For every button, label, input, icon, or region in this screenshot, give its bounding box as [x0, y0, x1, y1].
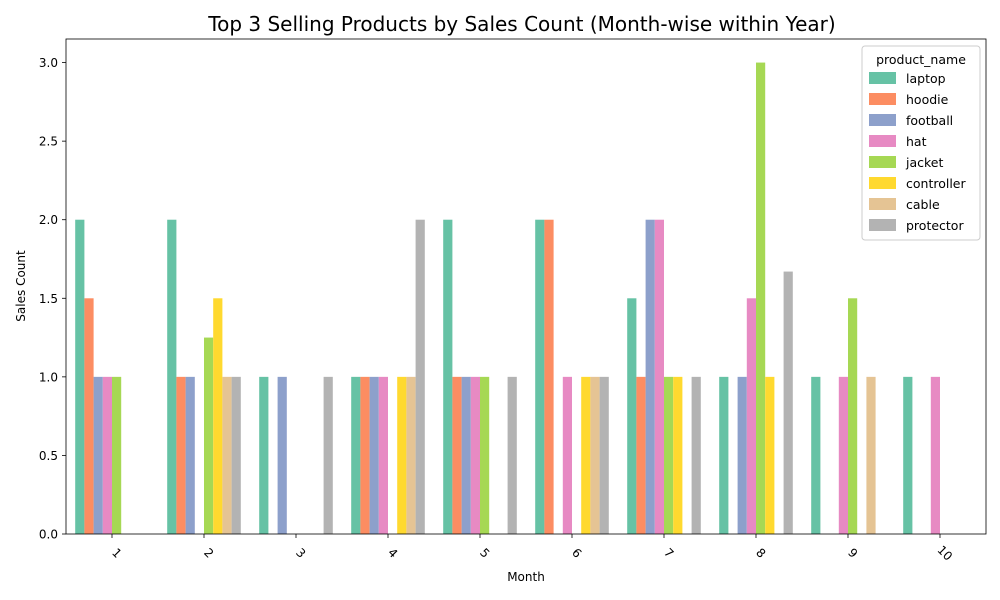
x-tick-label: 10	[934, 543, 955, 564]
x-tick-label: 8	[753, 546, 768, 561]
legend-swatch-controller	[869, 177, 896, 189]
bar-controller-month-7	[673, 376, 683, 534]
x-tick-label: 4	[385, 546, 400, 561]
bar-jacket-month-2	[204, 337, 214, 534]
plot-area: 0.0 0.5 1.0 1.5 2.0 2.5 3.0 1 2 3 4 5 6 7 8 9 10	[39, 38, 987, 564]
bar-controller-month-4	[397, 376, 407, 534]
legend-swatch-hoodie	[869, 93, 896, 105]
bar-jacket-month-5	[480, 376, 490, 534]
bar-football-month-1	[93, 376, 103, 534]
x-tick-label: 1	[109, 546, 124, 561]
legend-label-cable: cable	[906, 197, 940, 212]
legend-swatch-jacket	[869, 156, 896, 168]
bar-laptop-month-8	[719, 376, 729, 534]
bar-football-month-4	[369, 376, 379, 534]
bar-protector-month-7	[691, 376, 701, 534]
bar-football-month-5	[461, 376, 471, 534]
x-tick-label: 3	[293, 546, 308, 561]
bar-protector-month-8	[783, 271, 793, 534]
bar-laptop-month-3	[259, 376, 269, 534]
legend-label-laptop: laptop	[906, 71, 946, 86]
bar-hoodie-month-2	[176, 376, 186, 534]
bar-hat-month-4	[378, 376, 388, 534]
legend-label-protector: protector	[906, 218, 964, 233]
y-tick-label: 3.0	[39, 56, 58, 70]
x-tick-label: 9	[845, 546, 860, 561]
y-tick-label: 1.0	[39, 370, 58, 384]
bar-hat-month-9	[838, 376, 848, 534]
chart-title: Top 3 Selling Products by Sales Count (M…	[207, 12, 835, 36]
bar-protector-month-5	[507, 376, 517, 534]
bar-laptop-month-5	[443, 219, 453, 534]
legend-label-jacket: jacket	[905, 155, 943, 170]
legend-label-controller: controller	[906, 176, 966, 191]
bar-protector-month-6	[599, 376, 609, 534]
legend-items: laptop hoodie football hat jacket controller c…	[869, 71, 966, 233]
bar-laptop-month-4	[351, 376, 361, 534]
bar-jacket-month-8	[756, 62, 766, 534]
bar-hat-month-8	[746, 298, 756, 534]
bar-laptop-month-10	[903, 376, 913, 534]
y-axis-label: Sales Count	[14, 250, 28, 322]
legend-swatch-hat	[869, 135, 896, 147]
y-axis: 0.0 0.5 1.0 1.5 2.0 2.5 3.0	[39, 56, 66, 542]
bar-laptop-month-2	[167, 219, 177, 534]
bar-hoodie-month-1	[84, 298, 94, 534]
x-tick-label: 5	[477, 546, 492, 561]
bar-protector-month-4	[415, 219, 425, 534]
legend-label-hat: hat	[906, 134, 927, 149]
bar-cable-month-2	[222, 376, 232, 534]
bar-hat-month-6	[562, 376, 572, 534]
x-axis-label: Month	[507, 570, 545, 584]
bar-laptop-month-6	[535, 219, 545, 534]
legend-swatch-laptop	[869, 72, 896, 84]
bar-controller-month-2	[213, 298, 223, 534]
bar-hoodie-month-4	[360, 376, 370, 534]
bar-hat-month-1	[102, 376, 112, 534]
bar-hoodie-month-6	[544, 219, 554, 534]
legend-swatch-cable	[869, 198, 896, 210]
bar-laptop-month-7	[627, 298, 637, 534]
x-tick-label: 2	[201, 546, 216, 561]
bar-hoodie-month-7	[636, 376, 646, 534]
bar-cable-month-9	[866, 376, 876, 534]
bar-hat-month-10	[930, 376, 940, 534]
bar-football-month-3	[277, 376, 287, 534]
legend-swatch-football	[869, 114, 896, 126]
x-axis: 1 2 3 4 5 6 7 8 9 10	[109, 534, 955, 564]
bars-group	[75, 62, 940, 534]
legend: product_name laptop hoodie football hat jack…	[861, 45, 981, 241]
bar-football-month-2	[185, 376, 195, 534]
bar-protector-month-2	[231, 376, 241, 534]
bar-hat-month-7	[654, 219, 664, 534]
bar-laptop-month-1	[75, 219, 85, 534]
legend-title: product_name	[876, 52, 966, 67]
bar-hat-month-5	[470, 376, 480, 534]
bar-football-month-8	[737, 376, 747, 534]
bar-football-month-7	[645, 219, 655, 534]
y-tick-label: 2.5	[39, 135, 58, 149]
legend-swatch-protector	[869, 219, 896, 231]
x-tick-label: 7	[661, 546, 676, 561]
legend-label-hoodie: hoodie	[906, 92, 949, 107]
y-tick-label: 0.0	[39, 528, 58, 542]
bar-controller-month-8	[765, 376, 775, 534]
bar-cable-month-6	[590, 376, 600, 534]
bar-jacket-month-1	[112, 376, 122, 534]
y-tick-label: 2.0	[39, 213, 58, 227]
y-tick-label: 0.5	[39, 449, 58, 463]
x-tick-label: 6	[569, 546, 584, 561]
bar-controller-month-6	[581, 376, 591, 534]
plot-frame	[65, 38, 987, 535]
legend-label-football: football	[906, 113, 953, 128]
y-tick-label: 1.5	[39, 292, 58, 306]
bar-jacket-month-9	[848, 298, 858, 534]
bar-cable-month-4	[406, 376, 416, 534]
bar-protector-month-3	[323, 376, 333, 534]
bar-hoodie-month-5	[452, 376, 462, 534]
bar-jacket-month-7	[664, 376, 674, 534]
bar-laptop-month-9	[811, 376, 821, 534]
